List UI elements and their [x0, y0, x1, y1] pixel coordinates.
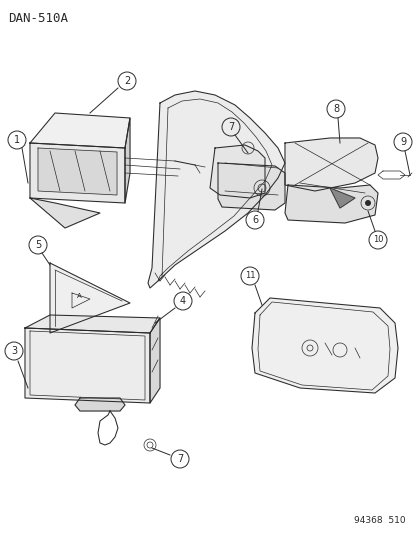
Polygon shape	[30, 113, 130, 148]
Circle shape	[364, 200, 370, 206]
Text: 4: 4	[180, 296, 185, 306]
Polygon shape	[75, 398, 125, 411]
Text: A: A	[77, 293, 81, 299]
Polygon shape	[30, 143, 125, 203]
Polygon shape	[252, 298, 397, 393]
Polygon shape	[147, 91, 284, 288]
Text: 5: 5	[35, 240, 41, 250]
Polygon shape	[30, 198, 100, 228]
Polygon shape	[284, 138, 377, 191]
Polygon shape	[284, 185, 377, 223]
Text: DAN-510A: DAN-510A	[8, 12, 68, 25]
Text: 1: 1	[14, 135, 20, 145]
Polygon shape	[50, 263, 130, 333]
Text: 11: 11	[244, 271, 255, 280]
Text: 3: 3	[11, 346, 17, 356]
Polygon shape	[38, 148, 117, 195]
Text: 94368  510: 94368 510	[354, 516, 405, 525]
Polygon shape	[25, 328, 150, 403]
Polygon shape	[218, 163, 284, 210]
Polygon shape	[150, 318, 159, 403]
Text: 6: 6	[252, 215, 257, 225]
Text: 7: 7	[176, 454, 183, 464]
Text: 10: 10	[372, 236, 382, 245]
Text: 9: 9	[399, 137, 405, 147]
Polygon shape	[329, 188, 354, 208]
Text: 2: 2	[123, 76, 130, 86]
Polygon shape	[209, 145, 264, 198]
Text: 8: 8	[332, 104, 338, 114]
Text: 7: 7	[227, 122, 234, 132]
Polygon shape	[25, 315, 159, 333]
Polygon shape	[125, 118, 130, 203]
